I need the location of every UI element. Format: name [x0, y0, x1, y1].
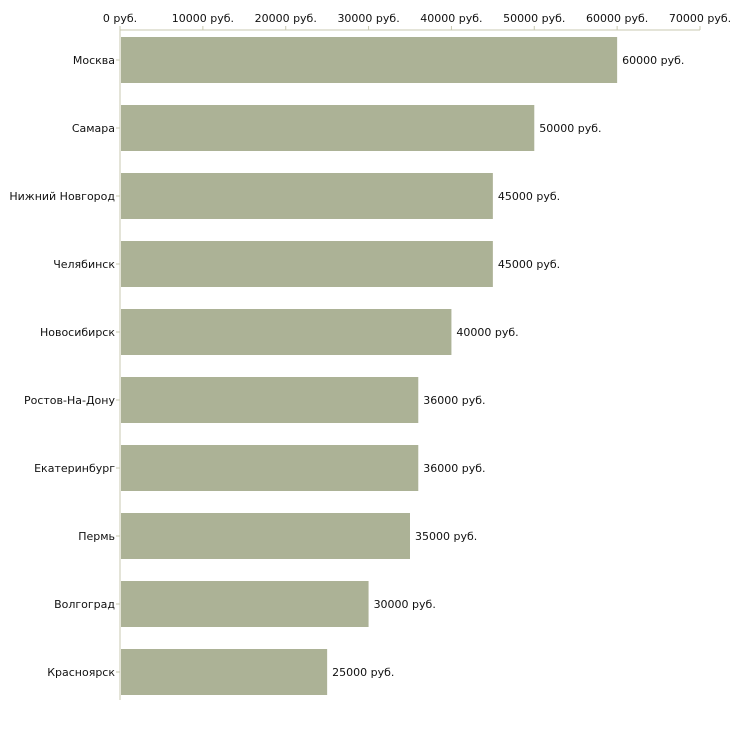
bar: [121, 105, 535, 151]
x-tick-label: 0 руб.: [103, 12, 137, 25]
category-label: Красноярск: [47, 666, 115, 679]
data-label: 36000 руб.: [423, 394, 485, 407]
x-tick-label: 40000 руб.: [420, 12, 482, 25]
category-label: Челябинск: [53, 258, 115, 271]
bar: [121, 241, 493, 287]
category-label: Новосибирск: [40, 326, 115, 339]
x-tick-label: 20000 руб.: [255, 12, 317, 25]
data-label: 36000 руб.: [423, 462, 485, 475]
x-tick-label: 70000 руб.: [669, 12, 730, 25]
data-label: 40000 руб.: [456, 326, 518, 339]
bar: [121, 377, 419, 423]
data-label: 35000 руб.: [415, 530, 477, 543]
bar: [121, 581, 369, 627]
data-label: 25000 руб.: [332, 666, 394, 679]
bar: [121, 513, 410, 559]
category-label: Ростов-На-Дону: [24, 394, 115, 407]
bar: [121, 173, 493, 219]
data-label: 30000 руб.: [374, 598, 436, 611]
data-label: 45000 руб.: [498, 258, 560, 271]
category-label: Екатеринбург: [34, 462, 115, 475]
x-tick-label: 60000 руб.: [586, 12, 648, 25]
bar: [121, 309, 452, 355]
category-label: Москва: [73, 54, 115, 67]
category-label: Волгоград: [54, 598, 115, 611]
bar: [121, 445, 419, 491]
category-label: Нижний Новгород: [9, 190, 115, 203]
x-tick-label: 10000 руб.: [172, 12, 234, 25]
x-tick-label: 30000 руб.: [337, 12, 399, 25]
category-label: Самара: [72, 122, 115, 135]
data-label: 60000 руб.: [622, 54, 684, 67]
category-label: Пермь: [78, 530, 115, 543]
x-tick-label: 50000 руб.: [503, 12, 565, 25]
data-label: 50000 руб.: [539, 122, 601, 135]
bar: [121, 649, 328, 695]
bar: [121, 37, 618, 83]
data-label: 45000 руб.: [498, 190, 560, 203]
